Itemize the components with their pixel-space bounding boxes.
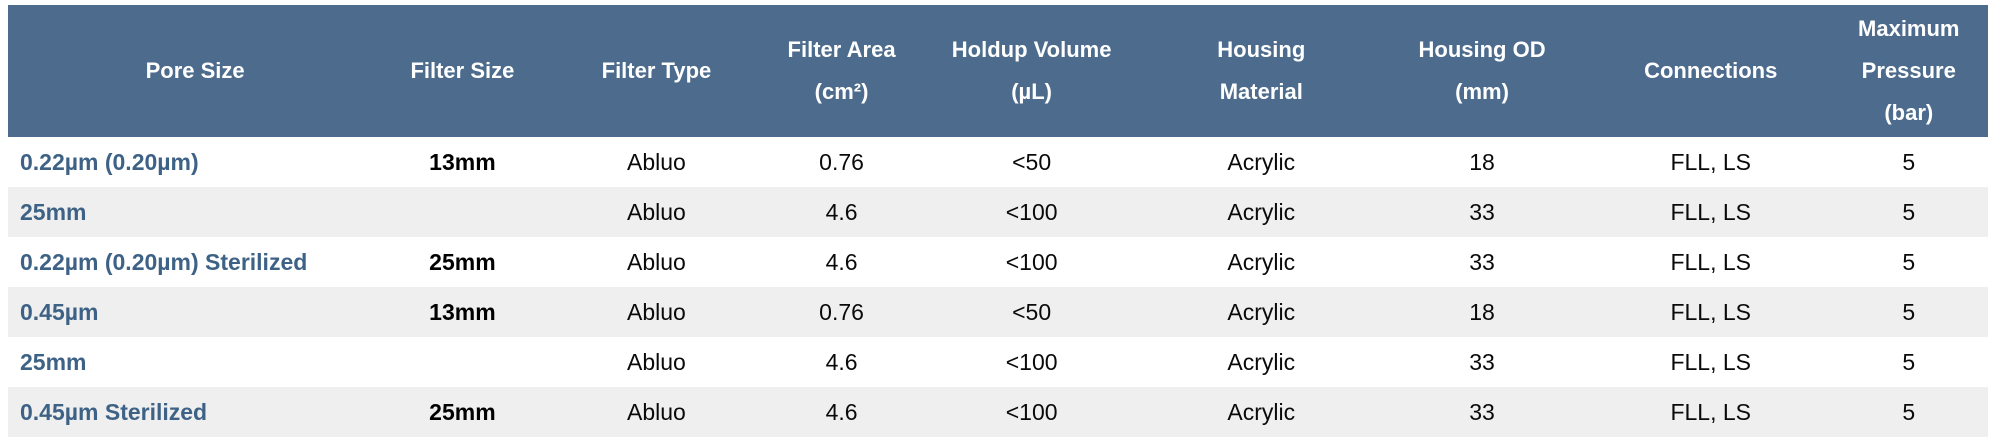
header-row: Pore Size Filter Size Filter Type Filter… — [8, 5, 1988, 137]
cell-maximum-pressure: 5 — [1902, 398, 1916, 425]
cell-maximum-pressure: 5 — [1902, 248, 1916, 275]
cell-housing-od: 18 — [1469, 148, 1495, 175]
cell-pore-size: 0.45µm Sterilized — [20, 398, 208, 425]
table-header: Pore Size Filter Size Filter Type Filter… — [8, 5, 1988, 137]
header-housing-od: Housing OD (mm) — [1372, 5, 1592, 137]
cell-holdup-volume: <100 — [1005, 398, 1058, 425]
header-pore-size: Pore Size — [8, 5, 383, 137]
header-housing-material: Housing Material — [1150, 5, 1373, 137]
cell-holdup-volume: <50 — [1012, 298, 1052, 325]
cell-housing-material: Acrylic — [1227, 398, 1296, 425]
cell-maximum-pressure: 5 — [1902, 198, 1916, 225]
cell-connections: FLL, LS — [1670, 148, 1751, 175]
cell-connections: FLL, LS — [1670, 398, 1751, 425]
cell-maximum-pressure: 5 — [1902, 298, 1916, 325]
cell-housing-od: 33 — [1469, 248, 1495, 275]
cell-housing-material: Acrylic — [1227, 148, 1296, 175]
cell-connections: FLL, LS — [1670, 298, 1751, 325]
cell-housing-od: 33 — [1469, 348, 1495, 375]
cell-holdup-volume: <50 — [1012, 148, 1052, 175]
cell-maximum-pressure: 5 — [1902, 348, 1916, 375]
cell-filter-size — [382, 337, 542, 387]
cell-filter-type: Abluo — [627, 248, 686, 275]
table-body: 0.22µm (0.20µm) 13mm Abluo 0.76 <50 Acry… — [8, 137, 1988, 437]
cell-connections: FLL, LS — [1670, 348, 1751, 375]
cell-filter-area: 0.76 — [819, 298, 864, 325]
cell-connections: FLL, LS — [1670, 198, 1751, 225]
cell-housing-od: 33 — [1469, 198, 1495, 225]
cell-housing-material: Acrylic — [1227, 348, 1296, 375]
cell-holdup-volume: <100 — [1005, 348, 1058, 375]
header-filter-type: Filter Type — [542, 5, 771, 137]
cell-filter-area: 0.76 — [819, 148, 864, 175]
cell-connections: FLL, LS — [1670, 248, 1751, 275]
cell-filter-area: 4.6 — [825, 198, 858, 225]
header-filter-area: Filter Area (cm²) — [770, 5, 913, 137]
table-row: 0.22µm (0.20µm) 13mm Abluo 0.76 <50 Acry… — [8, 137, 1988, 187]
cell-filter-type: Abluo — [627, 298, 686, 325]
cell-filter-type: Abluo — [627, 348, 686, 375]
cell-filter-size: 25mm — [429, 398, 496, 425]
filter-spec-table: Pore Size Filter Size Filter Type Filter… — [8, 5, 1988, 437]
cell-housing-od: 33 — [1469, 398, 1495, 425]
cell-housing-od: 18 — [1469, 298, 1495, 325]
table-row: 0.22µm (0.20µm) Sterilized 25mm Abluo 4.… — [8, 237, 1988, 287]
cell-housing-material: Acrylic — [1227, 248, 1296, 275]
cell-filter-size: 13mm — [429, 298, 496, 325]
cell-housing-material: Acrylic — [1227, 198, 1296, 225]
cell-filter-area: 4.6 — [825, 398, 858, 425]
table-row: 0.45µm Sterilized 25mm Abluo 4.6 <100 Ac… — [8, 387, 1988, 437]
cell-pore-size: 25mm — [20, 198, 87, 225]
cell-holdup-volume: <100 — [1005, 198, 1058, 225]
cell-filter-type: Abluo — [627, 148, 686, 175]
table-row: 25mm Abluo 4.6 <100 Acrylic 33 FLL, LS 5 — [8, 187, 1988, 237]
cell-filter-type: Abluo — [627, 398, 686, 425]
cell-filter-area: 4.6 — [825, 348, 858, 375]
cell-pore-size: 0.45µm — [20, 298, 99, 325]
cell-housing-material: Acrylic — [1227, 298, 1296, 325]
header-holdup-volume: Holdup Volume (µL) — [912, 5, 1151, 137]
cell-filter-size — [382, 187, 542, 237]
header-connections: Connections — [1591, 5, 1830, 137]
cell-pore-size: 0.22µm (0.20µm) — [20, 148, 199, 175]
cell-filter-area: 4.6 — [825, 248, 858, 275]
cell-filter-type: Abluo — [627, 198, 686, 225]
header-filter-size: Filter Size — [382, 5, 543, 137]
cell-filter-size: 13mm — [429, 148, 496, 175]
table-row: 0.45µm 13mm Abluo 0.76 <50 Acrylic 18 FL… — [8, 287, 1988, 337]
header-maximum-pressure: Maximum Pressure (bar) — [1829, 5, 1988, 137]
cell-filter-size: 25mm — [429, 248, 496, 275]
cell-pore-size: 25mm — [20, 348, 87, 375]
cell-maximum-pressure: 5 — [1902, 148, 1916, 175]
table-row: 25mm Abluo 4.6 <100 Acrylic 33 FLL, LS 5 — [8, 337, 1988, 387]
cell-holdup-volume: <100 — [1005, 248, 1058, 275]
cell-pore-size: 0.22µm (0.20µm) Sterilized — [20, 248, 308, 275]
